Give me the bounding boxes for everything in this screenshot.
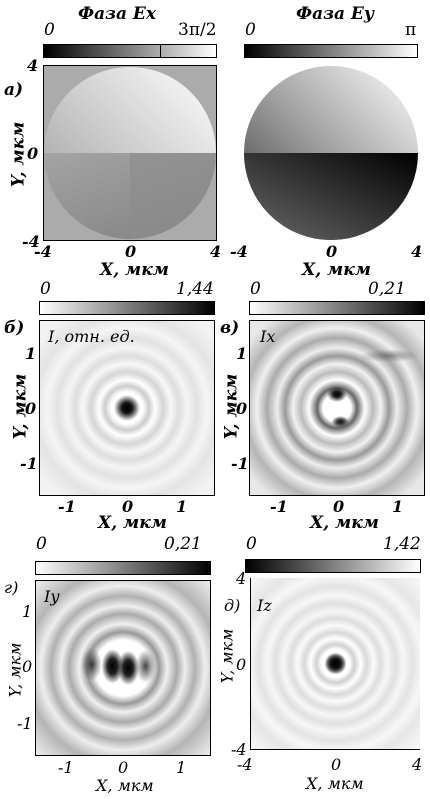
y-tick-mr-top: 1 xyxy=(236,344,248,363)
x-tick-bl-right: 1 xyxy=(176,758,187,777)
x-tick-mr-left: -1 xyxy=(270,497,288,516)
colorbar-marker xyxy=(160,45,161,57)
phase-ey-map xyxy=(244,65,418,241)
cbar-min-ml: 0 xyxy=(40,279,51,299)
x-tick-tl-mid: 0 xyxy=(125,242,137,261)
x-tick-tr-left: -4 xyxy=(230,242,248,261)
y-tick-tl-mid: 0 xyxy=(27,144,39,163)
y-tick-tl-bot: -4 xyxy=(22,232,40,251)
inner-label-iy: Iy xyxy=(44,587,60,606)
y-axis-title-bl: Y, мкм xyxy=(5,642,25,698)
y-tick-br-bot: -4 xyxy=(231,740,247,759)
y-axis-title-br: Y, мкм xyxy=(217,628,237,684)
x-tick-br-right: 4 xyxy=(412,755,423,774)
y-tick-mr-bot: -1 xyxy=(231,454,249,473)
inner-label-iz: Iz xyxy=(257,596,272,615)
x-tick-ml-left: -1 xyxy=(58,497,76,516)
x-axis-title-bl: X, мкм xyxy=(96,776,154,795)
x-tick-mr-mid: 0 xyxy=(333,497,345,516)
x-tick-br-left: -4 xyxy=(237,755,253,774)
x-tick-ml-right: 1 xyxy=(176,497,188,516)
cbar-max-tl: 3π/2 xyxy=(178,20,217,40)
label-d: д) xyxy=(224,596,241,615)
colorbar-ix xyxy=(249,301,425,315)
y-tick-bl-mid: 0 xyxy=(22,657,33,676)
intensity-ix-map: Ix xyxy=(249,320,425,496)
x-axis-title-mr: X, мкм xyxy=(310,513,379,533)
cbar-max-tr: π xyxy=(405,20,417,40)
colorbar-phase-ey xyxy=(244,44,418,58)
x-tick-tr-mid: 0 xyxy=(326,242,338,261)
label-a: a) xyxy=(4,80,24,100)
inner-label-ix: Ix xyxy=(260,327,276,346)
y-tick-br-top: 4 xyxy=(236,569,247,588)
cbar-min-bl: 0 xyxy=(36,534,47,554)
intensity-iy-map: Iy xyxy=(35,580,211,756)
y-tick-mr-mid: 0 xyxy=(236,399,248,418)
cbar-max-mr: 0,21 xyxy=(368,279,406,299)
label-v: в) xyxy=(220,318,240,338)
title-phase-ey: Фаза Ey xyxy=(296,4,374,24)
cbar-min-tr: 0 xyxy=(245,20,256,40)
x-tick-ml-mid: 0 xyxy=(122,497,134,516)
x-tick-tr-right: 4 xyxy=(411,242,423,261)
y-tick-ml-top: 1 xyxy=(25,344,37,363)
label-g: г) xyxy=(4,578,19,597)
label-b: б) xyxy=(4,318,25,338)
x-tick-mr-right: 1 xyxy=(392,497,404,516)
x-tick-bl-left: -1 xyxy=(58,758,74,777)
y-tick-ml-mid: 0 xyxy=(25,399,37,418)
title-phase-ex: Фаза Ex xyxy=(78,4,157,24)
x-tick-tl-left: -4 xyxy=(34,242,52,261)
cbar-min-br: 0 xyxy=(246,534,257,554)
inner-label-i: I, отн. ед. xyxy=(48,327,135,346)
cbar-min-mr: 0 xyxy=(250,279,261,299)
cbar-min-tl: 0 xyxy=(44,20,55,40)
x-tick-tl-right: 4 xyxy=(210,242,222,261)
x-tick-bl-mid: 0 xyxy=(118,758,129,777)
cbar-max-br: 1,42 xyxy=(383,534,421,554)
y-tick-br-mid: 0 xyxy=(236,655,247,674)
x-axis-title-tr: X, мкм xyxy=(302,260,371,280)
y-axis-title-tl: Y, мкм xyxy=(8,121,29,188)
colorbar-iz xyxy=(245,559,421,573)
colorbar-iy xyxy=(35,561,211,575)
x-axis-title-tl: X, мкм xyxy=(100,260,169,280)
intensity-iz-map: Iz xyxy=(250,578,420,750)
x-axis-title-ml: X, мкм xyxy=(98,513,167,533)
colorbar-phase-ex xyxy=(43,44,217,58)
y-tick-bl-bot: -1 xyxy=(17,714,33,733)
y-tick-tl-top: 4 xyxy=(27,56,39,75)
cbar-max-ml: 1,44 xyxy=(176,279,214,299)
x-axis-title-br: X, мкм xyxy=(306,774,364,793)
cbar-max-bl: 0,21 xyxy=(164,534,202,554)
intensity-i-map: I, отн. ед. xyxy=(39,320,215,496)
phase-ex-map xyxy=(43,65,217,241)
x-tick-br-mid: 0 xyxy=(331,755,342,774)
y-tick-bl-top: 1 xyxy=(22,602,33,621)
colorbar-i xyxy=(39,301,215,315)
y-tick-ml-bot: -1 xyxy=(20,454,38,473)
